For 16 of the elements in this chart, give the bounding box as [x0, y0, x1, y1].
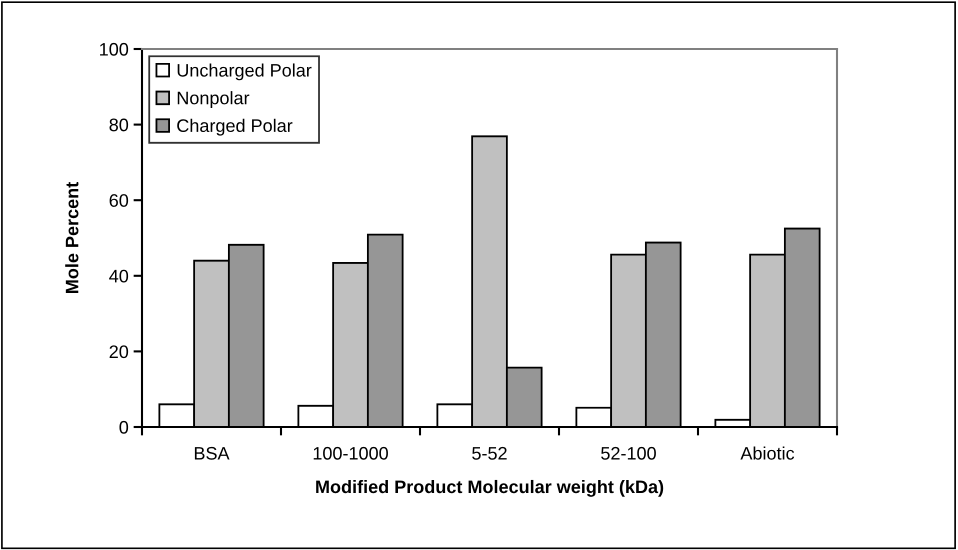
legend-label: Nonpolar	[178, 91, 250, 108]
y-axis-title: Mole Percent	[65, 182, 78, 293]
x-axis-title: Modified Product Molecular weight (kDa)	[316, 480, 664, 497]
x-tick-label: 100-1000	[314, 446, 388, 460]
y-tick-label: 40	[109, 270, 128, 283]
x-tick-label: 52-100	[601, 446, 656, 460]
y-tick-label: 60	[110, 194, 128, 207]
legend-label: Charged Polar	[177, 118, 292, 136]
y-tick-label: 80	[110, 118, 128, 132]
x-tick-label: BSA	[194, 446, 230, 460]
y-tick-label: 20	[110, 345, 128, 358]
y-tick-label: 0	[119, 420, 128, 434]
x-tick-label: Abiotic	[740, 446, 794, 460]
legend-label: Uncharged Polar	[178, 63, 312, 80]
y-tick-label: 100	[100, 42, 128, 56]
x-tick-label: 5-52	[472, 446, 507, 460]
